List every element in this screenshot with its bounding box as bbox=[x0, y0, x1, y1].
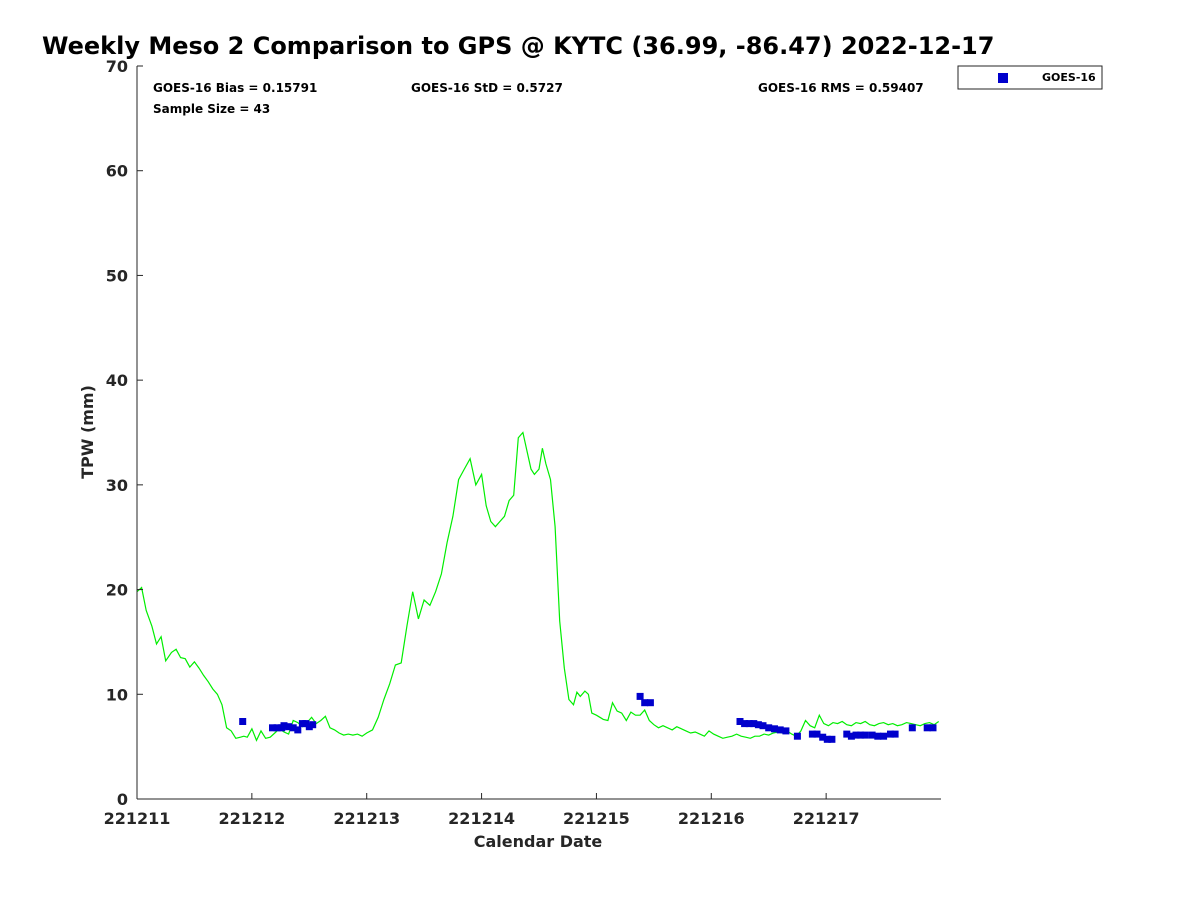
data-point-goes16 bbox=[861, 731, 869, 739]
std-stat: GOES-16 StD = 0.5727 bbox=[411, 81, 563, 95]
x-tick-label: 221214 bbox=[448, 809, 515, 828]
data-point-goes16 bbox=[641, 699, 649, 707]
data-point-goes16 bbox=[874, 732, 882, 740]
data-point-goes16 bbox=[880, 732, 888, 740]
data-point-goes16 bbox=[646, 699, 654, 707]
legend-box bbox=[957, 65, 1103, 90]
data-point-goes16 bbox=[852, 731, 860, 739]
data-point-goes16 bbox=[857, 731, 865, 739]
x-tick-label: 221213 bbox=[333, 809, 400, 828]
data-point-goes16 bbox=[771, 725, 778, 733]
y-tick-label: 0 bbox=[117, 790, 128, 809]
data-point-goes16 bbox=[868, 731, 876, 739]
y-tick-label: 20 bbox=[106, 581, 128, 600]
sample-size-stat: Sample Size = 43 bbox=[153, 102, 270, 116]
data-point-goes16 bbox=[289, 724, 297, 732]
x-tick-label: 221211 bbox=[104, 809, 171, 828]
y-tick-label: 60 bbox=[106, 162, 128, 181]
data-point-goes16 bbox=[847, 732, 855, 740]
data-point-goes16 bbox=[273, 724, 281, 732]
chart-title: Weekly Meso 2 Comparison to GPS @ KYTC (… bbox=[42, 32, 994, 60]
x-tick-label: 221216 bbox=[678, 809, 745, 828]
data-point-goes16 bbox=[759, 722, 767, 730]
data-point-goes16 bbox=[741, 720, 749, 728]
tick-layer: 0 10 20 30 40 50 60 70 221211 221212 221213 221214 2… bbox=[104, 57, 860, 828]
y-tick-label: 40 bbox=[106, 371, 128, 390]
data-point-goes16 bbox=[813, 730, 821, 738]
data-point-goes16 bbox=[887, 730, 894, 738]
legend-marker-goes16 bbox=[998, 73, 1008, 83]
data-point-goes16 bbox=[843, 730, 851, 738]
data-point-goes16 bbox=[239, 718, 247, 725]
data-point-goes16 bbox=[782, 727, 790, 735]
data-point-goes16 bbox=[280, 722, 288, 730]
x-tick-label: 221215 bbox=[563, 809, 630, 828]
y-tick-label: 30 bbox=[106, 476, 128, 495]
bias-stat: GOES-16 Bias = 0.15791 bbox=[153, 81, 317, 95]
data-point-goes16 bbox=[923, 724, 931, 732]
y-tick-label: 50 bbox=[106, 266, 128, 285]
data-point-goes16 bbox=[765, 724, 773, 732]
data-point-goes16 bbox=[736, 718, 744, 725]
data-point-goes16 bbox=[285, 723, 293, 731]
x-axis-label: Calendar Date bbox=[474, 832, 603, 851]
data-point-goes16 bbox=[754, 721, 762, 729]
y-tick-label: 10 bbox=[106, 685, 128, 704]
legend: GOES-16 bbox=[957, 65, 1103, 90]
data-point-goes16 bbox=[808, 730, 816, 738]
data-point-goes16 bbox=[929, 724, 937, 732]
y-tick-label: 70 bbox=[106, 57, 128, 76]
data-point-goes16 bbox=[908, 724, 916, 732]
legend-label-goes16: GOES-16 bbox=[1042, 71, 1096, 84]
data-point-goes16 bbox=[750, 720, 758, 728]
data-point-goes16 bbox=[309, 721, 317, 729]
series-layer bbox=[136, 431, 940, 743]
x-tick-label: 221212 bbox=[218, 809, 285, 828]
data-point-goes16 bbox=[828, 735, 836, 743]
data-point-goes16 bbox=[793, 732, 801, 740]
data-point-goes16 bbox=[891, 730, 899, 738]
data-point-goes16 bbox=[819, 733, 827, 741]
data-point-goes16 bbox=[823, 735, 831, 743]
data-point-goes16 bbox=[636, 692, 644, 700]
data-point-goes16 bbox=[294, 726, 302, 734]
plot-area bbox=[137, 66, 941, 799]
data-point-goes16 bbox=[776, 726, 784, 734]
x-tick-label: 221217 bbox=[793, 809, 860, 828]
y-axis-label: TPW (mm) bbox=[78, 385, 97, 479]
rms-stat: GOES-16 RMS = 0.59407 bbox=[758, 81, 924, 95]
data-point-goes16 bbox=[745, 720, 753, 728]
data-point-goes16 bbox=[269, 724, 276, 732]
series-line-gps bbox=[136, 431, 940, 742]
